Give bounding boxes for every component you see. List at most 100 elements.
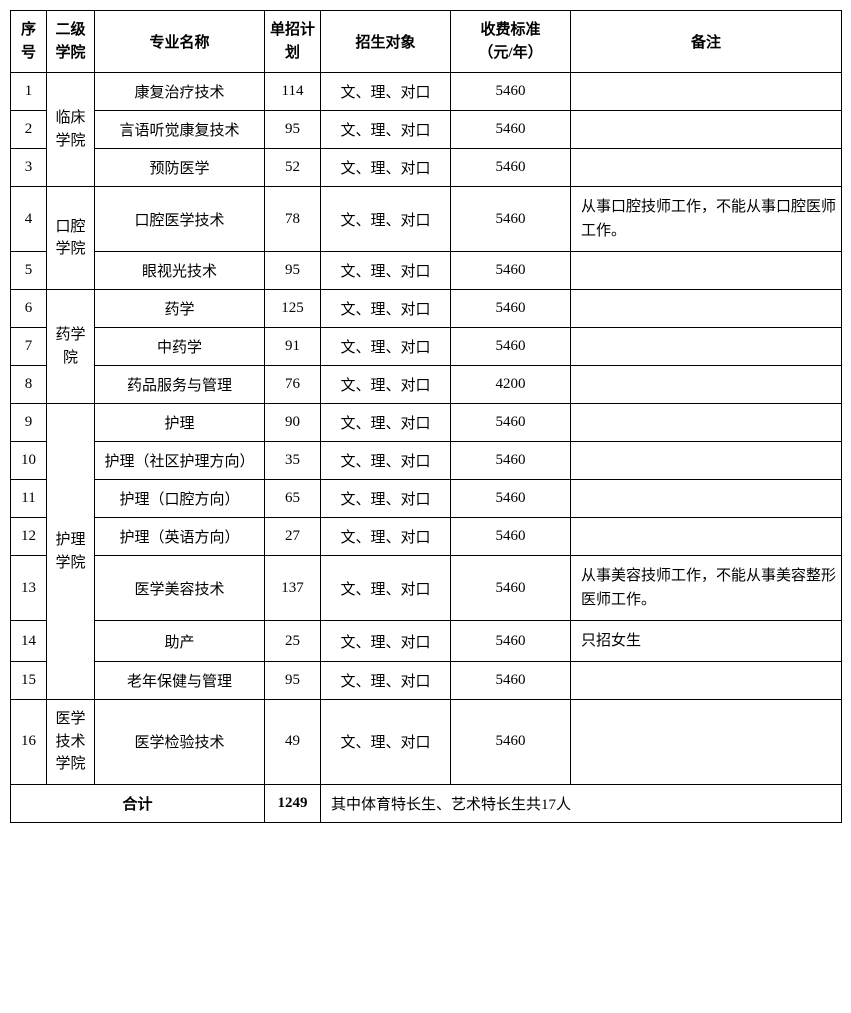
table-row: 7中药学91文、理、对口5460 bbox=[11, 328, 842, 366]
table-body: 1临床学院康复治疗技术114文、理、对口54602言语听觉康复技术95文、理、对… bbox=[11, 73, 842, 785]
cell-major: 助产 bbox=[95, 621, 265, 662]
cell-fee: 5460 bbox=[451, 187, 571, 252]
cell-fee: 5460 bbox=[451, 621, 571, 662]
cell-plan: 65 bbox=[265, 480, 321, 518]
cell-major: 药学 bbox=[95, 290, 265, 328]
cell-target: 文、理、对口 bbox=[321, 252, 451, 290]
table-row: 2言语听觉康复技术95文、理、对口5460 bbox=[11, 111, 842, 149]
cell-remark bbox=[571, 404, 842, 442]
cell-fee: 4200 bbox=[451, 366, 571, 404]
table-row: 14助产25文、理、对口5460只招女生 bbox=[11, 621, 842, 662]
cell-plan: 95 bbox=[265, 111, 321, 149]
cell-target: 文、理、对口 bbox=[321, 404, 451, 442]
cell-target: 文、理、对口 bbox=[321, 290, 451, 328]
cell-idx: 9 bbox=[11, 404, 47, 442]
cell-college: 临床学院 bbox=[47, 73, 95, 187]
enrollment-table: 序号 二级学院 专业名称 单招计划 招生对象 收费标准 （元/年） 备注 1临床… bbox=[10, 10, 842, 823]
header-major: 专业名称 bbox=[95, 11, 265, 73]
header-fee: 收费标准 （元/年） bbox=[451, 11, 571, 73]
cell-plan: 52 bbox=[265, 149, 321, 187]
cell-major: 预防医学 bbox=[95, 149, 265, 187]
cell-major: 药品服务与管理 bbox=[95, 366, 265, 404]
cell-idx: 10 bbox=[11, 442, 47, 480]
header-remark: 备注 bbox=[571, 11, 842, 73]
cell-target: 文、理、对口 bbox=[321, 556, 451, 621]
table-row: 11护理（口腔方向）65文、理、对口5460 bbox=[11, 480, 842, 518]
table-row: 5 眼视光技术95文、理、对口5460 bbox=[11, 252, 842, 290]
cell-major: 医学检验技术 bbox=[95, 700, 265, 785]
cell-remark bbox=[571, 73, 842, 111]
cell-fee: 5460 bbox=[451, 700, 571, 785]
table-row: 3预防医学52文、理、对口5460 bbox=[11, 149, 842, 187]
cell-idx: 14 bbox=[11, 621, 47, 662]
cell-target: 文、理、对口 bbox=[321, 700, 451, 785]
cell-target: 文、理、对口 bbox=[321, 442, 451, 480]
cell-idx: 4 bbox=[11, 187, 47, 252]
cell-idx: 5 bbox=[11, 252, 47, 290]
cell-fee: 5460 bbox=[451, 73, 571, 111]
cell-target: 文、理、对口 bbox=[321, 111, 451, 149]
cell-idx: 7 bbox=[11, 328, 47, 366]
cell-major: 护理（口腔方向） bbox=[95, 480, 265, 518]
cell-fee: 5460 bbox=[451, 328, 571, 366]
cell-major: 护理（英语方向） bbox=[95, 518, 265, 556]
cell-idx: 15 bbox=[11, 662, 47, 700]
cell-college: 护理学院 bbox=[47, 404, 95, 700]
header-fee-l1: 收费标准 bbox=[480, 22, 540, 38]
cell-remark bbox=[571, 700, 842, 785]
table-row: 8药品服务与管理76文、理、对口4200 bbox=[11, 366, 842, 404]
cell-college: 药学院 bbox=[47, 290, 95, 404]
header-plan: 单招计划 bbox=[265, 11, 321, 73]
cell-remark bbox=[571, 328, 842, 366]
cell-target: 文、理、对口 bbox=[321, 187, 451, 252]
header-row: 序号 二级学院 专业名称 单招计划 招生对象 收费标准 （元/年） 备注 bbox=[11, 11, 842, 73]
cell-plan: 27 bbox=[265, 518, 321, 556]
cell-major: 眼视光技术 bbox=[95, 252, 265, 290]
cell-target: 文、理、对口 bbox=[321, 662, 451, 700]
cell-target: 文、理、对口 bbox=[321, 518, 451, 556]
cell-major: 护理 bbox=[95, 404, 265, 442]
cell-remark bbox=[571, 662, 842, 700]
cell-idx: 1 bbox=[11, 73, 47, 111]
cell-major: 医学美容技术 bbox=[95, 556, 265, 621]
cell-major: 口腔医学技术 bbox=[95, 187, 265, 252]
cell-fee: 5460 bbox=[451, 252, 571, 290]
cell-plan: 78 bbox=[265, 187, 321, 252]
cell-plan: 95 bbox=[265, 662, 321, 700]
table-row: 16医学技术学院医学检验技术49文、理、对口5460 bbox=[11, 700, 842, 785]
cell-plan: 137 bbox=[265, 556, 321, 621]
cell-target: 文、理、对口 bbox=[321, 73, 451, 111]
cell-major: 老年保健与管理 bbox=[95, 662, 265, 700]
cell-remark bbox=[571, 442, 842, 480]
table-row: 6药学院药学125文、理、对口5460 bbox=[11, 290, 842, 328]
cell-major: 中药学 bbox=[95, 328, 265, 366]
header-college: 二级学院 bbox=[47, 11, 95, 73]
table-row: 10护理（社区护理方向）35文、理、对口5460 bbox=[11, 442, 842, 480]
cell-target: 文、理、对口 bbox=[321, 328, 451, 366]
total-value: 1249 bbox=[265, 784, 321, 822]
cell-fee: 5460 bbox=[451, 404, 571, 442]
cell-plan: 76 bbox=[265, 366, 321, 404]
cell-target: 文、理、对口 bbox=[321, 149, 451, 187]
table-row: 9护理学院护理90文、理、对口5460 bbox=[11, 404, 842, 442]
table-row: 4口腔学院口腔医学技术78文、理、对口5460从事口腔技师工作，不能从事口腔医师… bbox=[11, 187, 842, 252]
cell-idx: 16 bbox=[11, 700, 47, 785]
cell-plan: 35 bbox=[265, 442, 321, 480]
cell-remark bbox=[571, 252, 842, 290]
cell-idx: 12 bbox=[11, 518, 47, 556]
total-label: 合计 bbox=[11, 784, 265, 822]
cell-plan: 95 bbox=[265, 252, 321, 290]
cell-remark bbox=[571, 111, 842, 149]
cell-idx: 11 bbox=[11, 480, 47, 518]
cell-fee: 5460 bbox=[451, 290, 571, 328]
cell-target: 文、理、对口 bbox=[321, 621, 451, 662]
cell-idx: 2 bbox=[11, 111, 47, 149]
table-row: 13医学美容技术137文、理、对口5460从事美容技师工作，不能从事美容整形医师… bbox=[11, 556, 842, 621]
cell-plan: 114 bbox=[265, 73, 321, 111]
cell-target: 文、理、对口 bbox=[321, 480, 451, 518]
cell-remark bbox=[571, 366, 842, 404]
cell-major: 言语听觉康复技术 bbox=[95, 111, 265, 149]
cell-fee: 5460 bbox=[451, 149, 571, 187]
cell-target: 文、理、对口 bbox=[321, 366, 451, 404]
cell-major: 康复治疗技术 bbox=[95, 73, 265, 111]
